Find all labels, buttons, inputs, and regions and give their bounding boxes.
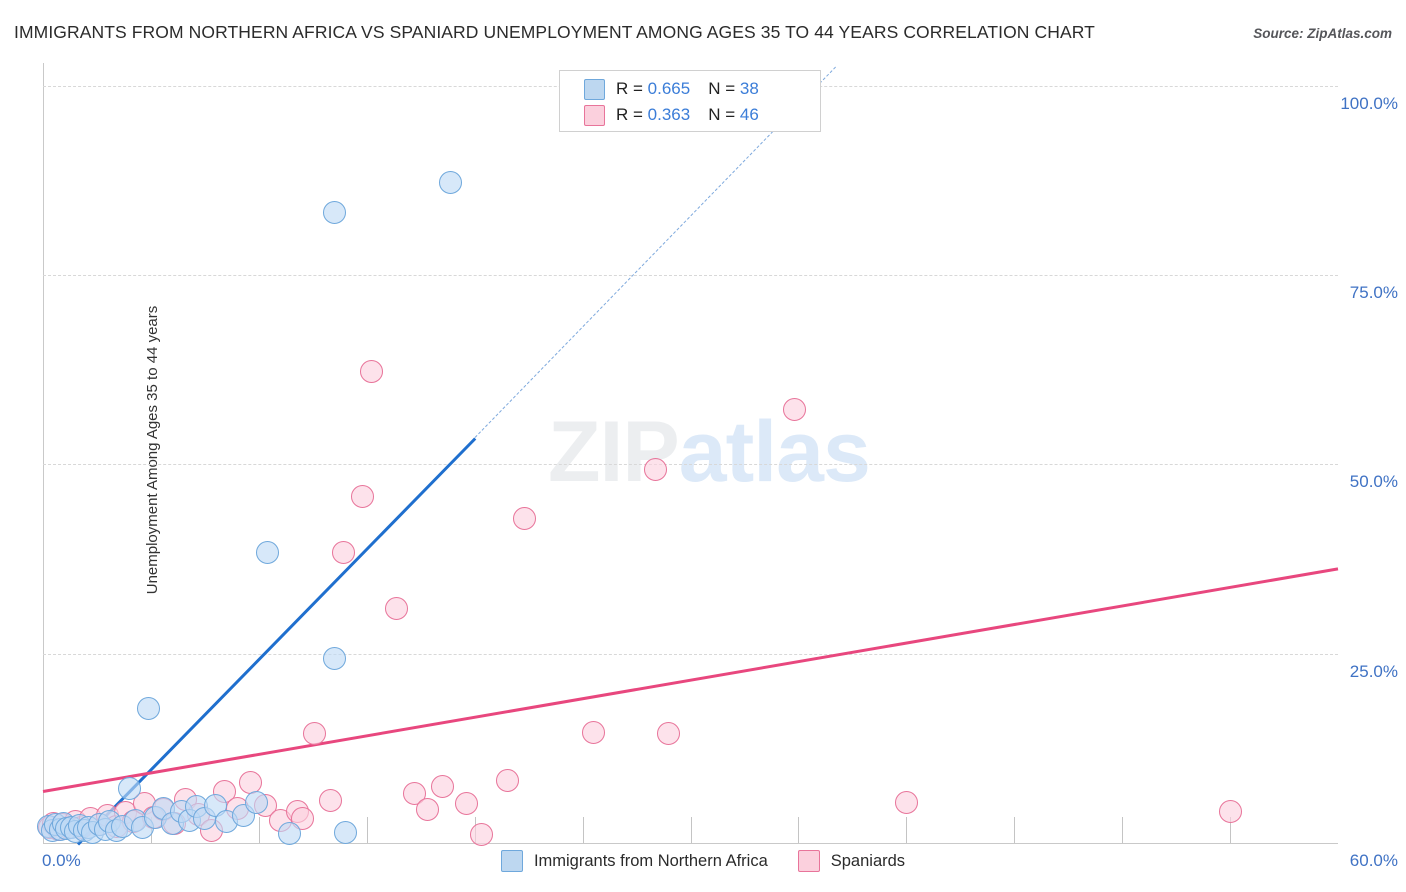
scatter-point-immigrants[interactable]	[322, 200, 346, 224]
x-axis-tick	[906, 817, 908, 843]
blue-swatch-icon	[584, 78, 605, 100]
legend-blue-label: Immigrants from Northern Africa	[533, 851, 768, 870]
x-axis-label-max: 60.0%	[1349, 851, 1398, 870]
scatter-point-immigrants[interactable]	[439, 171, 463, 195]
legend-item-spaniards[interactable]: Spaniards	[797, 850, 906, 872]
scatter-point-immigrants[interactable]	[277, 821, 301, 845]
x-axis-tick	[690, 817, 692, 843]
scatter-point-spaniards[interactable]	[657, 721, 681, 745]
scatter-point-spaniards[interactable]	[495, 769, 519, 793]
scatter-point-immigrants[interactable]	[322, 647, 346, 671]
x-axis-tick	[366, 817, 368, 843]
scatter-point-spaniards[interactable]	[512, 507, 536, 531]
x-axis-tick	[582, 817, 584, 843]
pink-swatch-icon	[584, 104, 605, 126]
scatter-point-immigrants[interactable]	[137, 696, 161, 720]
y-axis-label: 100.0%	[1340, 93, 1398, 113]
scatter-point-spaniards[interactable]	[318, 789, 342, 813]
y-axis-line	[43, 63, 44, 843]
scatter-point-spaniards[interactable]	[331, 540, 355, 564]
x-axis-tick	[798, 817, 800, 843]
stats-row-blue: R = 0.665 N = 38	[560, 76, 820, 102]
scatter-point-spaniards[interactable]	[350, 484, 374, 508]
legend-pink-label: Spaniards	[830, 851, 906, 870]
pink-stats-text: R = 0.363 N = 46	[616, 105, 759, 124]
legend-blue-swatch-icon	[500, 850, 523, 872]
legend-pink-swatch-icon	[797, 850, 820, 872]
scatter-point-spaniards[interactable]	[469, 823, 493, 847]
scatter-point-immigrants[interactable]	[333, 820, 357, 844]
x-axis-tick	[258, 817, 260, 843]
series-legend: Immigrants from Northern Africa Spaniard…	[0, 850, 1406, 872]
watermark-atlas: atlas	[678, 404, 871, 500]
legend-item-immigrants[interactable]: Immigrants from Northern Africa	[500, 850, 768, 872]
scatter-point-spaniards[interactable]	[454, 792, 478, 816]
scatter-point-spaniards[interactable]	[782, 397, 806, 421]
stats-legend: R = 0.665 N = 38 R = 0.363 N = 46	[559, 70, 821, 132]
scatter-point-spaniards[interactable]	[359, 360, 383, 384]
scatter-point-spaniards[interactable]	[385, 596, 409, 620]
scatter-point-spaniards[interactable]	[303, 722, 327, 746]
x-axis-tick	[1014, 817, 1016, 843]
blue-stats-text: R = 0.665 N = 38	[616, 79, 759, 98]
y-axis-label: 75.0%	[1349, 283, 1398, 303]
page-title: IMMIGRANTS FROM NORTHERN AFRICA VS SPANI…	[14, 22, 1095, 42]
scatter-point-spaniards[interactable]	[644, 458, 668, 482]
gridline	[43, 275, 1338, 277]
watermark: ZIPatlas	[548, 403, 871, 502]
scatter-point-spaniards[interactable]	[402, 781, 426, 805]
x-axis-tick	[1230, 817, 1232, 843]
x-axis-line	[43, 843, 1338, 844]
y-axis-label: 50.0%	[1349, 472, 1398, 492]
scatter-point-immigrants[interactable]	[245, 790, 269, 814]
x-axis-tick	[1122, 817, 1124, 843]
scatter-point-immigrants[interactable]	[117, 776, 141, 800]
y-axis-title-wrap: Unemployment Among Ages 35 to 44 years	[14, 250, 161, 650]
source-label: Source: ZipAtlas.com	[1253, 26, 1392, 41]
scatter-point-spaniards[interactable]	[430, 775, 454, 799]
scatter-point-spaniards[interactable]	[415, 798, 439, 822]
y-axis-label: 25.0%	[1349, 661, 1398, 681]
plot-area: ZIPatlas	[36, 63, 1339, 847]
gridline	[43, 653, 1338, 655]
scatter-point-immigrants[interactable]	[255, 541, 279, 565]
gridline	[43, 464, 1338, 466]
x-axis-label-min: 0.0%	[42, 851, 81, 870]
scatter-point-spaniards[interactable]	[894, 790, 918, 814]
scatter-point-spaniards[interactable]	[1218, 799, 1242, 823]
scatter-point-spaniards[interactable]	[581, 720, 605, 744]
watermark-zip: ZIP	[548, 404, 680, 500]
stats-row-pink: R = 0.363 N = 46	[560, 102, 820, 128]
